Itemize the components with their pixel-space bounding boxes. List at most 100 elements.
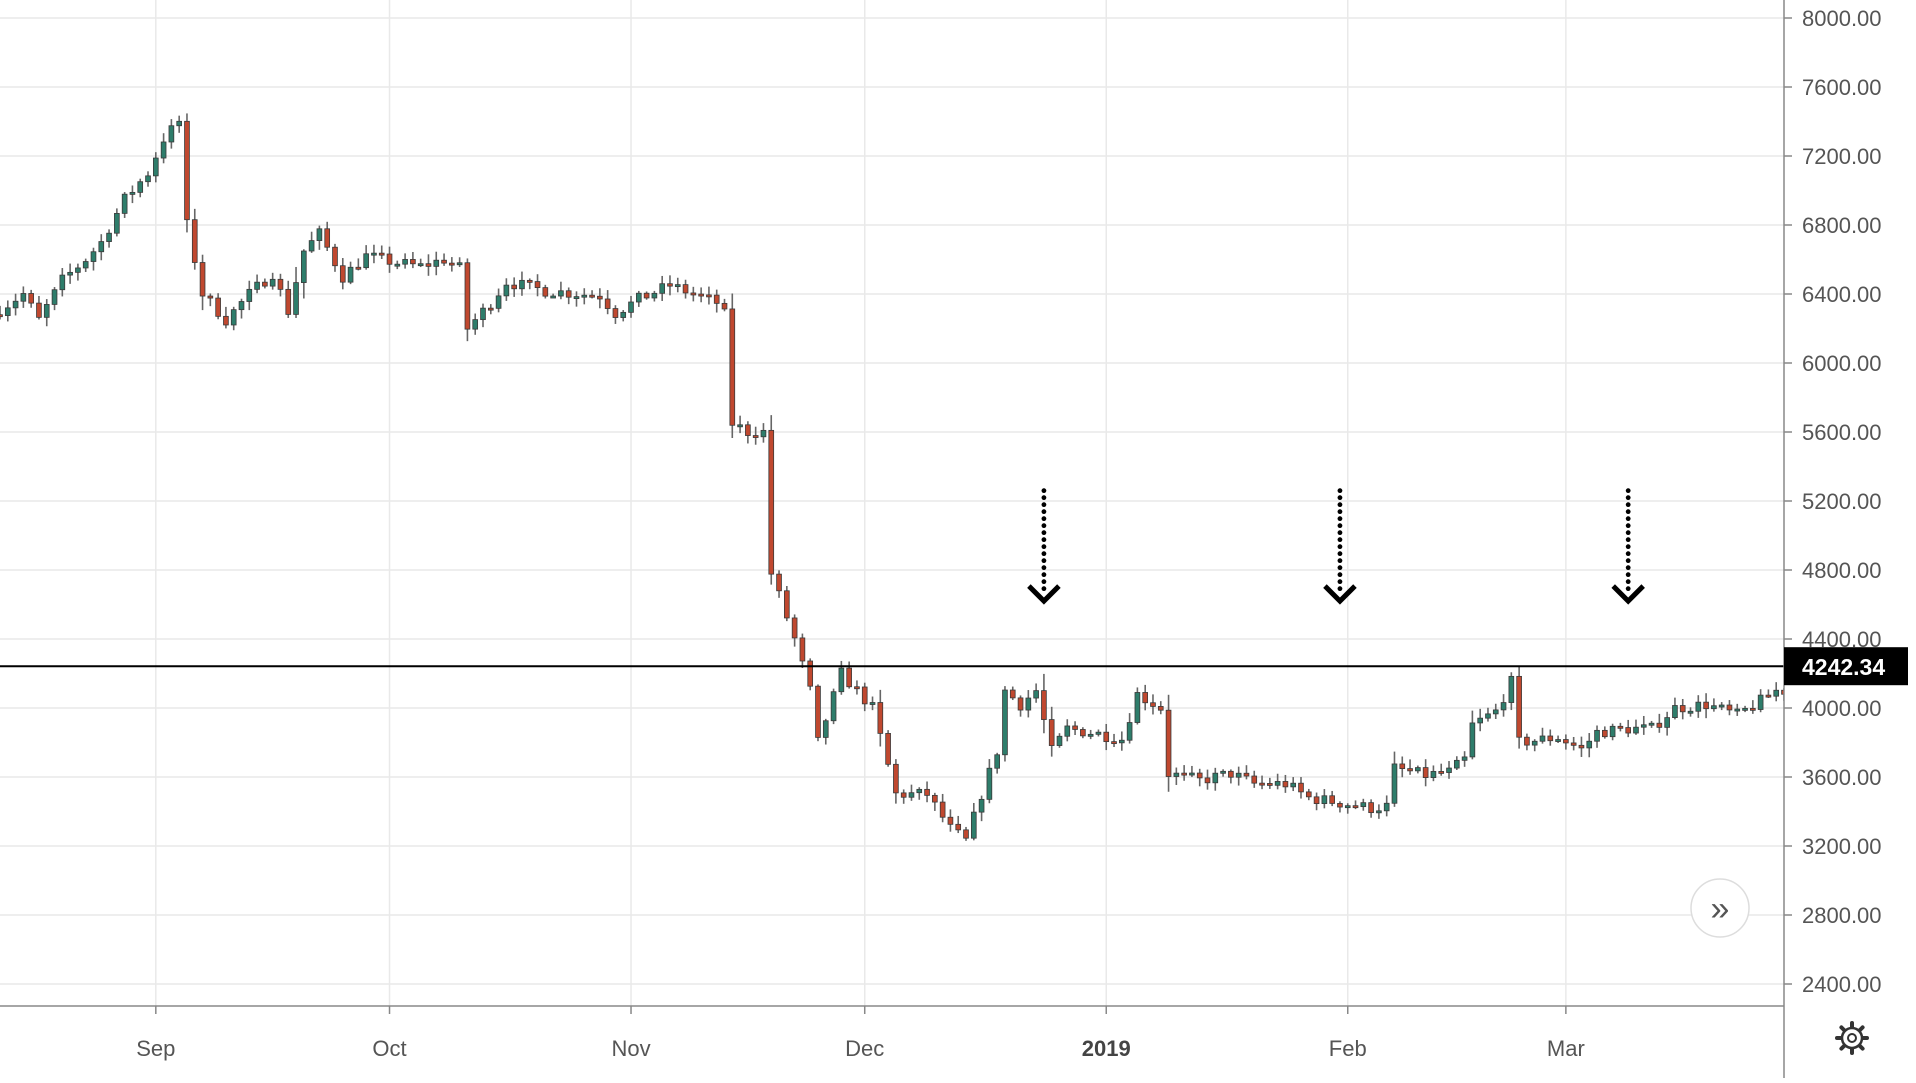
candle-body-up [503, 284, 510, 297]
candle-body-up [43, 304, 50, 318]
scroll-to-realtime-button[interactable]: » [1690, 878, 1750, 938]
candle [4, 300, 11, 322]
candle-body-up [246, 288, 253, 302]
arrow-dot [1625, 523, 1631, 529]
candle [1656, 713, 1663, 733]
dotted-down-arrow [1611, 488, 1645, 605]
candle [1586, 733, 1593, 758]
candle [1625, 719, 1632, 738]
candle [1313, 792, 1320, 811]
candle [1531, 739, 1538, 752]
candle-body-up [1290, 782, 1297, 788]
arrow-dot [1337, 516, 1343, 522]
arrow-dot [1041, 586, 1047, 592]
candle-body-down [713, 294, 720, 304]
candle-body-up [1344, 805, 1351, 809]
candle [565, 287, 572, 305]
candle-body-down [464, 262, 471, 330]
candle [1204, 769, 1211, 790]
candle [472, 313, 479, 335]
candle-body-up [1220, 770, 1226, 774]
candle [1048, 706, 1055, 757]
candle [519, 271, 525, 296]
candle [1711, 698, 1717, 712]
candle [262, 278, 268, 289]
candle-body-up [75, 267, 81, 273]
candle [1064, 719, 1071, 742]
candle [456, 257, 463, 268]
candle-body-down [511, 284, 517, 290]
candle-body-down [1617, 725, 1624, 729]
arrow-head [1611, 584, 1645, 605]
candle-body-down [277, 278, 284, 290]
candle-body-down [1352, 805, 1359, 809]
candle [1664, 711, 1670, 736]
candle-body-up [1126, 722, 1133, 741]
candle [1181, 765, 1187, 781]
arrow-dot [1337, 530, 1343, 536]
candle-body-up [137, 181, 144, 193]
candle [776, 570, 782, 598]
candle-body-down [1368, 802, 1374, 814]
candle [1344, 803, 1351, 814]
candle-body-down [963, 829, 969, 839]
candle [238, 298, 245, 319]
candle-body-down [682, 284, 689, 294]
candle-body-up [472, 319, 479, 330]
candle [1453, 756, 1460, 771]
candle [713, 289, 720, 313]
candle-body-up [1695, 701, 1702, 712]
candle [830, 688, 837, 725]
price-axis-background [1784, 0, 1916, 1006]
arrow-dot [1041, 544, 1047, 550]
arrow-dot [1337, 565, 1343, 571]
arrow-dot [1041, 502, 1047, 508]
candle-body-up [1321, 795, 1328, 805]
candle [464, 258, 471, 342]
candle-body-up [1687, 710, 1694, 714]
candle [597, 288, 603, 309]
candle [1407, 759, 1413, 775]
candle [1041, 673, 1047, 734]
price-axis[interactable]: 8000.00 7600.00 7200.00 6800.00 6400.00 6000.… [1783, 0, 1916, 1078]
candle-body-down [223, 315, 229, 326]
candle-body-up [558, 290, 564, 297]
candle [12, 293, 19, 316]
candle [1446, 761, 1452, 779]
candle-body-up [1742, 707, 1748, 711]
candle [1243, 765, 1250, 780]
candle-body-up [659, 283, 665, 294]
candle-body-down [955, 823, 962, 831]
time-axis[interactable]: Sep Oct Nov Dec 2019 Feb Mar [0, 1005, 1784, 1061]
candle-body-up [67, 271, 73, 276]
candle [82, 258, 89, 272]
price-tick-label: 4000.00 [1802, 696, 1882, 721]
candle [963, 826, 969, 841]
candle [643, 291, 650, 300]
candle [760, 423, 767, 443]
candle [729, 293, 736, 438]
current-price-label: 4242.34 [1802, 654, 1885, 680]
candle-body-down [854, 686, 860, 690]
candle [1695, 695, 1702, 718]
candle-body-up [1376, 810, 1382, 814]
gear-icon[interactable] [1835, 1021, 1869, 1055]
candle-body-up [1672, 705, 1678, 718]
candle [1002, 686, 1008, 762]
candle-body-down [355, 266, 362, 270]
candle-body-down [1570, 742, 1577, 746]
arrow-dot [1041, 579, 1047, 585]
candle-body-down [721, 302, 728, 310]
candle [176, 115, 182, 133]
candle-body-up [1734, 708, 1741, 712]
price-tick-label: 7600.00 [1802, 75, 1882, 100]
candle [939, 793, 946, 823]
candle [1305, 788, 1312, 801]
candle [908, 784, 915, 801]
candle [145, 171, 151, 187]
candle-body-down [1165, 709, 1172, 777]
candle [1718, 702, 1725, 711]
price-tick-label: 3200.00 [1802, 834, 1882, 859]
